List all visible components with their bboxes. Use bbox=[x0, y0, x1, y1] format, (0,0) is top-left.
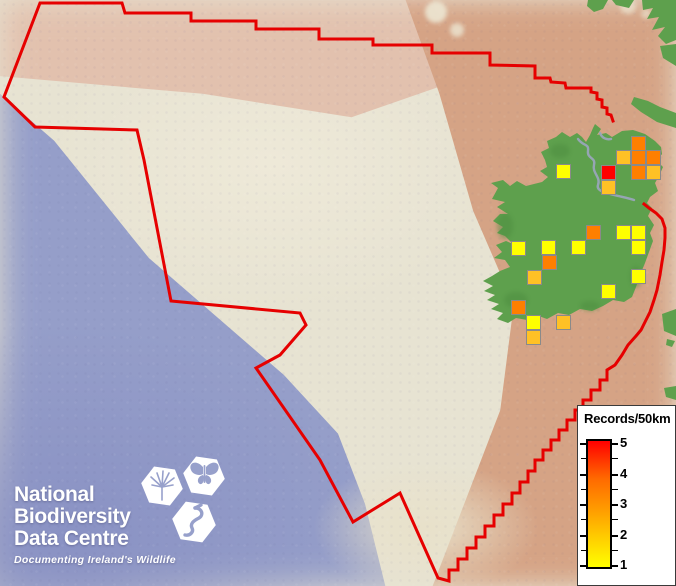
logo-tagline: Documenting Ireland's Wildlife bbox=[14, 554, 176, 566]
grid-cell-50km[interactable] bbox=[511, 241, 526, 256]
legend-tick-label: 3 bbox=[620, 496, 628, 511]
grid-cell-50km[interactable] bbox=[616, 150, 631, 165]
legend-minor-tick bbox=[581, 549, 587, 551]
legend-minor-tick bbox=[612, 519, 618, 521]
legend-minor-tick bbox=[581, 458, 587, 460]
grid-cell-50km[interactable] bbox=[541, 240, 556, 255]
boundary-line bbox=[2, 1, 667, 583]
legend-major-tick bbox=[580, 534, 586, 537]
nbdc-logo: National Biodiversity Data Centre Docume… bbox=[14, 454, 254, 582]
grid-cell-50km[interactable] bbox=[616, 225, 631, 240]
grid-cell-50km[interactable] bbox=[631, 269, 646, 284]
legend-minor-tick bbox=[612, 458, 618, 460]
grid-cell-50km[interactable] bbox=[542, 255, 557, 270]
legend-minor-tick bbox=[612, 549, 618, 551]
grid-cell-50km[interactable] bbox=[571, 240, 586, 255]
grid-cell-50km[interactable] bbox=[631, 225, 646, 240]
legend-tick-label: 1 bbox=[620, 557, 628, 572]
legend-major-tick bbox=[612, 443, 618, 445]
legend-major-tick bbox=[612, 473, 618, 476]
grid-cell-50km[interactable] bbox=[511, 300, 526, 315]
grid-cell-50km[interactable] bbox=[526, 330, 541, 345]
grid-cell-50km[interactable] bbox=[526, 315, 541, 330]
river-system bbox=[576, 131, 636, 202]
legend-major-tick bbox=[612, 565, 618, 567]
grid-cell-50km[interactable] bbox=[631, 165, 646, 180]
grid-cell-50km[interactable] bbox=[527, 270, 542, 285]
seahorse-icon bbox=[183, 503, 204, 537]
grid-cell-50km[interactable] bbox=[601, 180, 616, 195]
logo-text: National Biodiversity Data Centre Docume… bbox=[14, 483, 176, 567]
legend-color-scale bbox=[586, 439, 612, 569]
grid-cell-50km[interactable] bbox=[601, 284, 616, 299]
legend-tick-label: 2 bbox=[620, 526, 628, 542]
logo-line-1: National bbox=[14, 483, 95, 506]
scotland-coast bbox=[587, 0, 676, 400]
tree-icon bbox=[150, 470, 175, 501]
grid-cell-50km[interactable] bbox=[556, 164, 571, 179]
seamount-bumps bbox=[425, 0, 651, 37]
grid-cell-50km[interactable] bbox=[646, 150, 661, 165]
legend-major-tick bbox=[580, 443, 586, 445]
legend-major-tick bbox=[612, 504, 618, 506]
grid-cell-50km[interactable] bbox=[646, 165, 661, 180]
legend-minor-tick bbox=[581, 488, 587, 490]
logo-line-3: Data Centre bbox=[14, 527, 129, 550]
grid-cell-50km[interactable] bbox=[556, 315, 571, 330]
legend-major-tick bbox=[580, 565, 586, 567]
butterfly-icon bbox=[190, 462, 219, 485]
grid-cell-50km[interactable] bbox=[631, 136, 646, 151]
grid-cell-50km[interactable] bbox=[586, 225, 601, 240]
logo-line-2: Biodiversity bbox=[14, 505, 131, 528]
legend-title: Records/50km bbox=[584, 411, 671, 426]
legend-major-tick bbox=[612, 534, 618, 537]
legend-tick-label: 5 bbox=[620, 435, 628, 450]
grid-cell-50km[interactable] bbox=[631, 150, 646, 165]
legend-minor-tick bbox=[612, 488, 618, 490]
logo-hexagons bbox=[141, 456, 225, 543]
grid-cell-50km[interactable] bbox=[601, 165, 616, 180]
grid-cell-50km[interactable] bbox=[631, 240, 646, 255]
legend-tick-label: 4 bbox=[620, 465, 628, 481]
legend-major-tick bbox=[580, 473, 586, 476]
legend-minor-tick bbox=[581, 519, 587, 521]
legend-major-tick bbox=[580, 504, 586, 506]
records-legend: Records/50km 5 4 3 2 1 bbox=[577, 405, 676, 586]
